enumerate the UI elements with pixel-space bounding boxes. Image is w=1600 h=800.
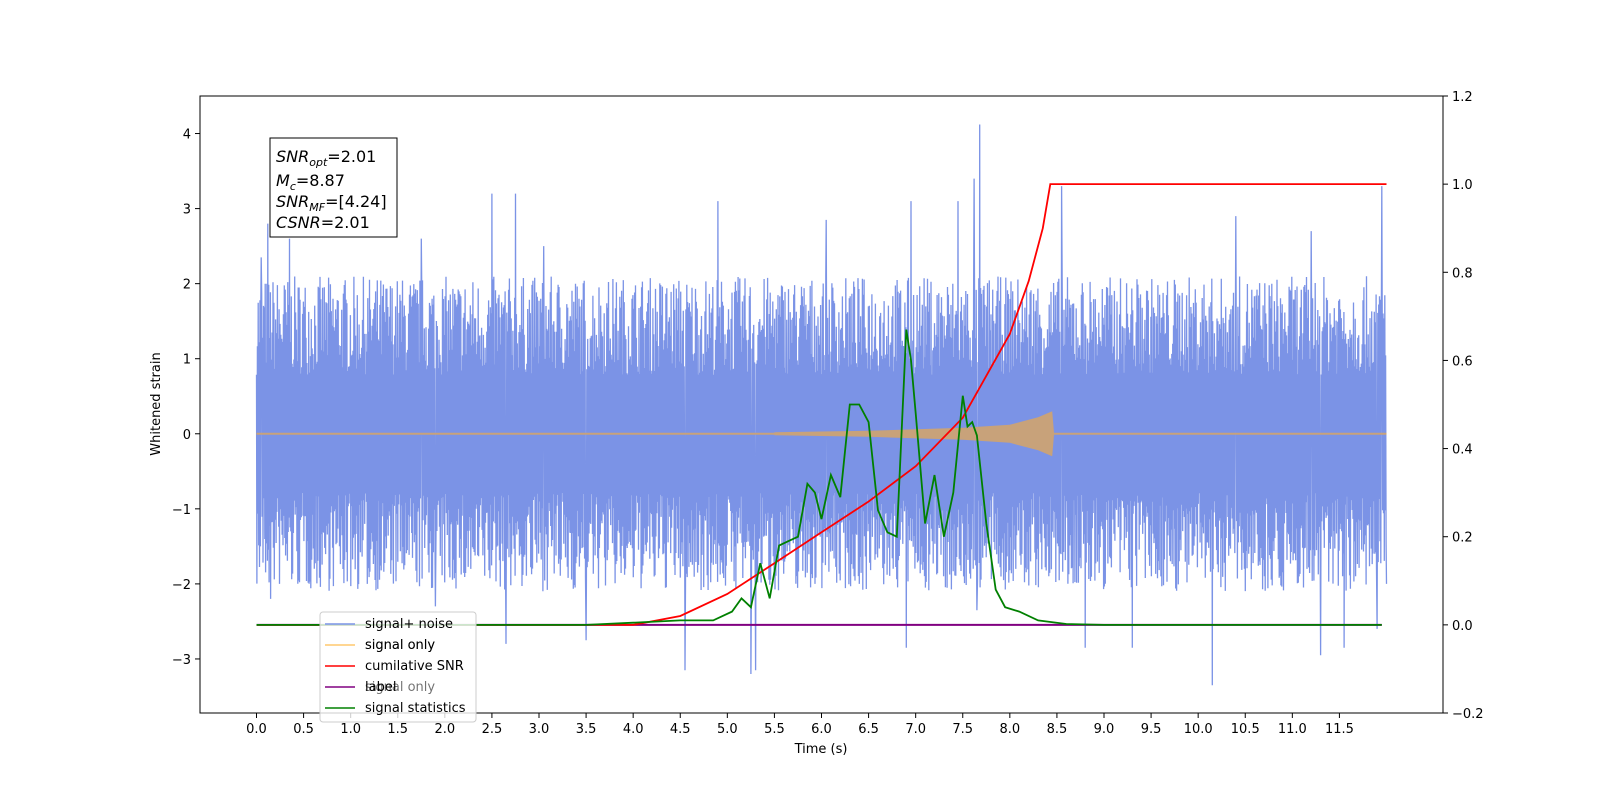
y-left-tick-label: −2 bbox=[172, 578, 191, 593]
x-tick-label: 0.0 bbox=[246, 722, 267, 737]
y-right-tick-label: −0.2 bbox=[1452, 707, 1484, 722]
legend-hidden-text-2: signal only bbox=[365, 680, 435, 695]
x-tick-label: 4.0 bbox=[623, 722, 644, 737]
x-tick-label: 11.0 bbox=[1278, 722, 1307, 737]
stats-mc: Mc=8.87 bbox=[276, 171, 345, 193]
x-tick-label: 5.5 bbox=[764, 722, 785, 737]
x-tick-label: 10.5 bbox=[1231, 722, 1260, 737]
x-tick-label: 9.5 bbox=[1141, 722, 1162, 737]
y-right-tick-label: 0.2 bbox=[1452, 531, 1473, 546]
series-cumulative-snr bbox=[256, 183, 1387, 626]
legend-hidden-text-1: signal only bbox=[365, 638, 435, 653]
series-signal-statistics bbox=[256, 329, 1382, 626]
x-axis-label: Time (s) bbox=[794, 742, 848, 757]
x-tick-label: 5.0 bbox=[717, 722, 738, 737]
legend-label-signal-statistics: signal statistics bbox=[365, 701, 466, 716]
x-tick-label: 11.5 bbox=[1325, 722, 1354, 737]
x-tick-label: 3.5 bbox=[576, 722, 597, 737]
x-tick-label: 0.5 bbox=[293, 722, 314, 737]
x-tick-label: 1.0 bbox=[340, 722, 361, 737]
y-left-tick-label: 1 bbox=[183, 353, 191, 368]
y-axis-right: −0.2 0.0 0.2 0.4 0.6 0.8 1.0 1.2 bbox=[1443, 90, 1484, 722]
x-tick-label: 2.5 bbox=[482, 722, 503, 737]
x-tick-label: 6.5 bbox=[858, 722, 879, 737]
y-right-tick-label: 0.0 bbox=[1452, 619, 1473, 634]
x-tick-label: 7.5 bbox=[952, 722, 973, 737]
series-layer bbox=[255, 124, 1388, 686]
stats-csnr: CSNR=2.01 bbox=[276, 213, 370, 232]
y-right-tick-label: 1.0 bbox=[1452, 178, 1473, 193]
x-tick-label: 10.0 bbox=[1184, 722, 1213, 737]
series-signal-only-chirp bbox=[774, 411, 1055, 457]
x-tick-label: 6.0 bbox=[811, 722, 832, 737]
y-right-tick-label: 0.8 bbox=[1452, 266, 1473, 281]
y-left-tick-label: 3 bbox=[183, 203, 191, 218]
x-tick-label: 4.5 bbox=[670, 722, 691, 737]
legend-label-cumulative-snr: cumilative SNR bbox=[365, 659, 464, 674]
y-left-tick-label: −3 bbox=[172, 653, 191, 668]
series-signal-noise bbox=[255, 124, 1388, 686]
x-tick-label: 7.0 bbox=[905, 722, 926, 737]
stats-snr-mf: SNRMF=[4.24] bbox=[276, 192, 387, 214]
x-tick-label: 1.5 bbox=[387, 722, 408, 737]
y-left-tick-label: 2 bbox=[183, 278, 191, 293]
y-right-tick-label: 0.4 bbox=[1452, 443, 1473, 458]
y-left-tick-label: 0 bbox=[183, 428, 191, 443]
y-axis-label-left: Whitened strain bbox=[149, 352, 164, 455]
legend-label-label: label bbox=[365, 680, 396, 695]
x-tick-label: 3.0 bbox=[529, 722, 550, 737]
y-right-tick-label: 0.6 bbox=[1452, 354, 1473, 369]
y-left-tick-label: 4 bbox=[183, 128, 191, 143]
y-right-tick-label: 1.2 bbox=[1452, 90, 1473, 105]
x-tick-label: 8.0 bbox=[999, 722, 1020, 737]
x-tick-label: 8.5 bbox=[1047, 722, 1068, 737]
stats-box: SNRopt=2.01 Mc=8.87 SNRMF=[4.24] CSNR=2.… bbox=[269, 137, 398, 238]
x-axis: 0.0 0.5 1.0 1.5 2.0 2.5 3.0 3.5 4.0 4.5 5.0 5.5 6.0 6… bbox=[246, 713, 1354, 737]
legend-label-signal-noise: signal+ noise bbox=[365, 617, 453, 632]
x-tick-label: 9.0 bbox=[1094, 722, 1115, 737]
y-axis-left: −3 −2 −1 0 1 2 3 4 bbox=[172, 128, 200, 668]
legend: signal only signal only signal+ noise si… bbox=[319, 611, 477, 723]
x-tick-label: 2.0 bbox=[434, 722, 455, 737]
stats-snr-opt: SNRopt=2.01 bbox=[276, 147, 376, 169]
y-left-tick-label: −1 bbox=[172, 503, 191, 518]
legend-label-signal-only: signal only bbox=[365, 638, 435, 653]
